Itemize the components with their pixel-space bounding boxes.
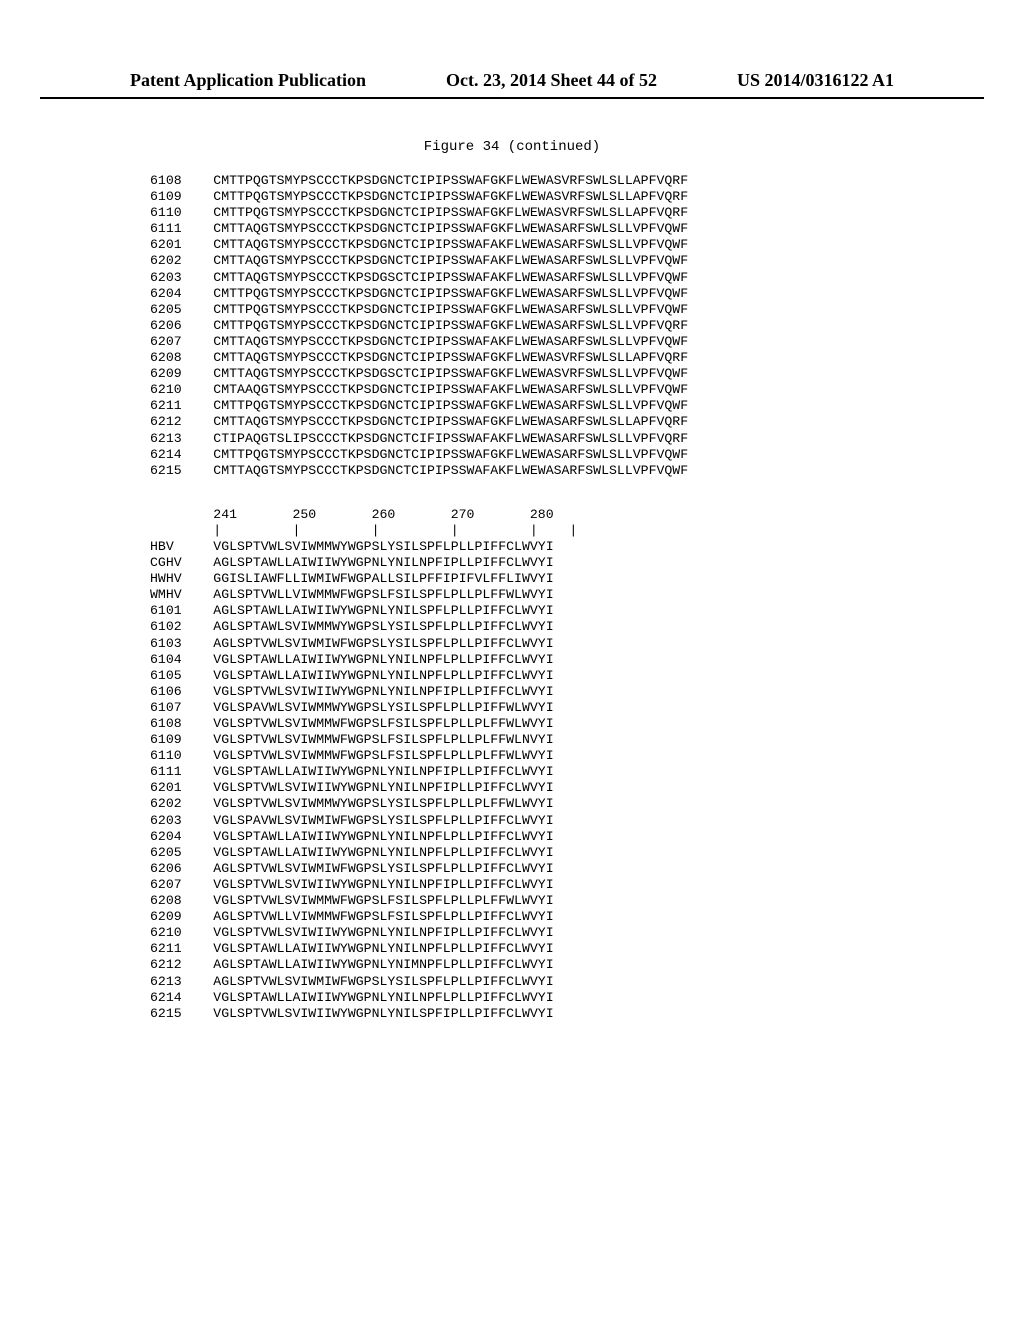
header-left: Patent Application Publication — [130, 70, 366, 91]
page-header: Patent Application Publication Oct. 23, … — [40, 70, 984, 99]
sequence-block-2: 241 250 260 270 280 | | | | | | HBV VGLS… — [150, 507, 1024, 1022]
header-right: US 2014/0316122 A1 — [737, 70, 894, 91]
page: Patent Application Publication Oct. 23, … — [0, 0, 1024, 1320]
header-center: Oct. 23, 2014 Sheet 44 of 52 — [446, 70, 657, 91]
figure-title: Figure 34 (continued) — [0, 139, 1024, 155]
sequence-block-1: 6108 CMTTPQGTSMYPSCCCTKPSDGNCTCIPIPSSWAF… — [150, 173, 1024, 479]
